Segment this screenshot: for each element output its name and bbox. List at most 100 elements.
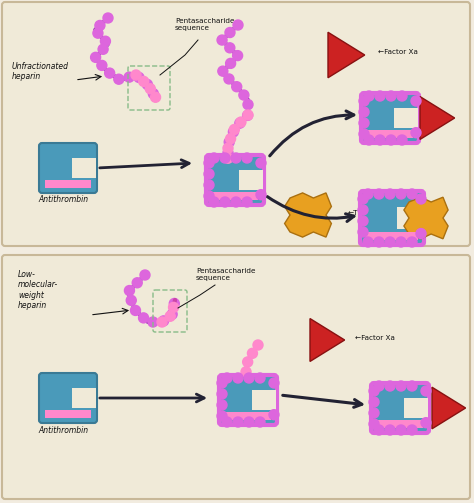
Circle shape [421, 417, 431, 428]
Circle shape [369, 397, 379, 407]
Polygon shape [328, 32, 365, 78]
Circle shape [134, 72, 144, 82]
Circle shape [167, 309, 177, 319]
Circle shape [385, 189, 395, 199]
Circle shape [204, 158, 214, 168]
Circle shape [236, 117, 246, 127]
Circle shape [222, 373, 232, 383]
Circle shape [217, 411, 227, 421]
Circle shape [369, 408, 379, 418]
Circle shape [358, 227, 368, 237]
Polygon shape [404, 197, 448, 239]
Circle shape [131, 70, 141, 80]
Bar [397, 207, 423, 228]
Circle shape [217, 400, 227, 410]
Circle shape [375, 91, 385, 101]
FancyBboxPatch shape [2, 255, 470, 499]
Circle shape [369, 386, 379, 396]
Bar [72, 158, 96, 178]
Circle shape [256, 190, 266, 200]
Circle shape [374, 237, 384, 247]
Circle shape [256, 158, 266, 168]
Circle shape [421, 386, 431, 396]
Circle shape [95, 21, 105, 31]
Circle shape [359, 96, 369, 106]
Circle shape [220, 197, 230, 207]
Circle shape [209, 197, 219, 207]
Circle shape [269, 409, 279, 420]
Circle shape [126, 295, 136, 305]
FancyBboxPatch shape [39, 373, 97, 423]
Polygon shape [420, 97, 455, 139]
Circle shape [386, 91, 396, 101]
Circle shape [416, 228, 426, 238]
Circle shape [386, 135, 396, 145]
Circle shape [139, 76, 149, 87]
Circle shape [385, 237, 395, 247]
Circle shape [359, 129, 369, 139]
Circle shape [217, 35, 227, 45]
Circle shape [209, 153, 219, 163]
Bar [72, 388, 96, 407]
Circle shape [103, 13, 113, 23]
Circle shape [169, 302, 179, 312]
Bar [367, 130, 413, 138]
Text: Antithrombin: Antithrombin [38, 426, 88, 435]
Circle shape [396, 237, 406, 247]
Circle shape [359, 107, 369, 117]
Circle shape [364, 135, 374, 145]
Circle shape [228, 127, 238, 137]
Circle shape [218, 66, 228, 76]
Text: Low-
molecular-
weight
heparin: Low- molecular- weight heparin [18, 270, 58, 310]
Polygon shape [284, 193, 331, 237]
Circle shape [169, 298, 179, 308]
Polygon shape [432, 387, 465, 429]
Circle shape [411, 96, 421, 106]
Circle shape [130, 305, 140, 315]
Bar [377, 420, 423, 428]
Bar [212, 192, 258, 200]
Text: ←Factor Xa: ←Factor Xa [378, 49, 418, 55]
Circle shape [374, 381, 384, 391]
Circle shape [363, 237, 373, 247]
Circle shape [114, 74, 124, 84]
Circle shape [223, 153, 233, 163]
Bar [225, 412, 271, 420]
Circle shape [396, 425, 406, 435]
Circle shape [226, 134, 236, 144]
Circle shape [140, 270, 150, 280]
Circle shape [364, 91, 374, 101]
Circle shape [244, 417, 254, 427]
Text: Pentasaccharide
sequence: Pentasaccharide sequence [175, 18, 235, 31]
Polygon shape [310, 318, 345, 362]
Circle shape [253, 340, 263, 350]
Circle shape [374, 425, 384, 435]
Circle shape [235, 118, 245, 128]
Circle shape [255, 417, 265, 427]
Text: ←Factor Xa: ←Factor Xa [355, 335, 395, 341]
Text: Antithrombin: Antithrombin [38, 195, 88, 204]
Circle shape [125, 286, 135, 296]
Circle shape [358, 216, 368, 226]
Circle shape [142, 79, 152, 90]
Circle shape [229, 125, 239, 134]
Bar [239, 171, 263, 190]
Bar [45, 180, 91, 188]
Circle shape [105, 68, 115, 78]
Circle shape [93, 28, 103, 38]
FancyBboxPatch shape [2, 2, 470, 246]
Bar [45, 410, 91, 418]
Circle shape [132, 278, 142, 288]
Circle shape [397, 91, 407, 101]
Circle shape [242, 153, 252, 163]
Bar [252, 390, 276, 409]
Circle shape [407, 189, 417, 199]
Text: ←Thrombin: ←Thrombin [348, 210, 388, 216]
Circle shape [416, 194, 426, 204]
Circle shape [396, 189, 406, 199]
Circle shape [100, 36, 110, 46]
Circle shape [269, 378, 279, 388]
Circle shape [151, 92, 161, 102]
Circle shape [407, 425, 417, 435]
Circle shape [226, 58, 236, 68]
